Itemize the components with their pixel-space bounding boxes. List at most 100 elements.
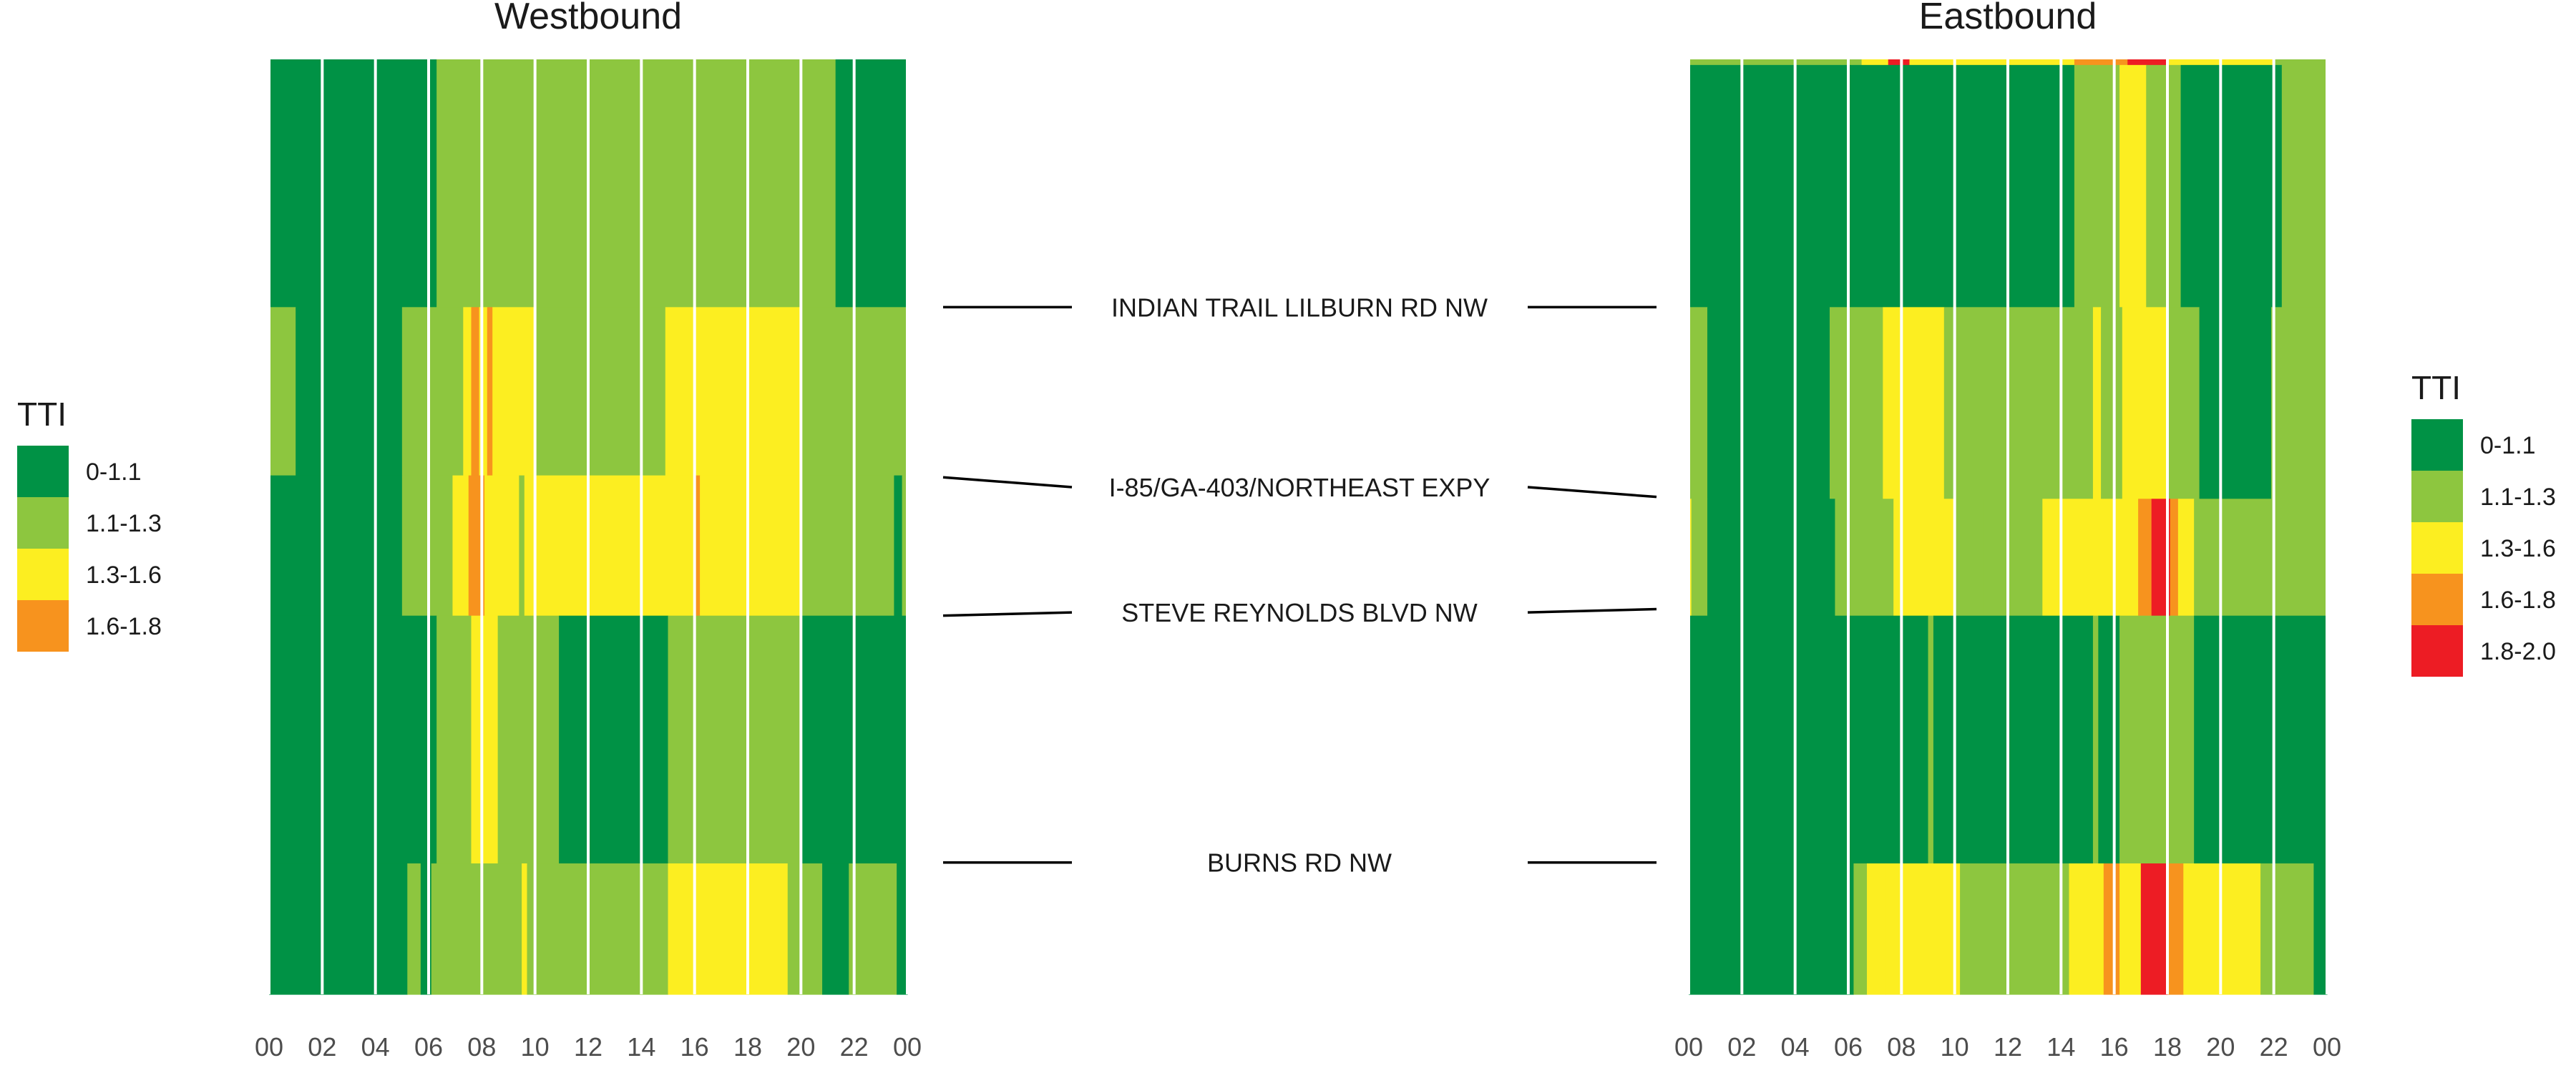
legend-swatch — [2411, 419, 2463, 471]
legend-label: 0-1.1 — [86, 459, 142, 486]
heatmap-cell — [1835, 499, 1894, 617]
road-name-label: I-85/GA-403/NORTHEAST EXPY — [1109, 473, 1491, 502]
x-tick-label: 00 — [2313, 1032, 2341, 1062]
legend-label: 1.8-2.0 — [2480, 638, 2556, 665]
legend-label: 1.3-1.6 — [86, 562, 162, 589]
x-tick-label: 04 — [1781, 1032, 1810, 1062]
x-tick-label: 08 — [1887, 1032, 1916, 1062]
heatmap-cell — [2119, 615, 2195, 864]
legend-label: 1.3-1.6 — [2480, 535, 2556, 562]
heatmap-cell — [2138, 499, 2152, 617]
heatmap-cell — [1933, 615, 2094, 864]
x-tick-label: 12 — [1994, 1032, 2022, 1062]
heatmap-cell — [2101, 307, 2123, 499]
heatmap-cell — [1883, 307, 1945, 499]
heatmap-cell — [2069, 863, 2104, 995]
x-tick-label: 18 — [2153, 1032, 2182, 1062]
legend-label: 1.6-1.8 — [2480, 587, 2556, 614]
heatmap-cell — [487, 307, 493, 476]
heatmap-cell — [2074, 64, 2120, 308]
heatmap-cell — [1888, 59, 1911, 66]
heatmap-cell — [2167, 863, 2184, 995]
legend-label: 1.6-1.8 — [86, 613, 162, 640]
heatmap-cell — [1867, 863, 1886, 995]
heatmap-cell — [2273, 59, 2328, 66]
heatmap-cell — [2092, 307, 2102, 499]
connector-line-left — [942, 611, 1073, 617]
heatmap-cell — [497, 615, 560, 864]
heatmap-cell — [2103, 863, 2120, 995]
heatmap-cell — [269, 59, 437, 308]
x-tick-label: 22 — [840, 1032, 869, 1062]
heatmap-cell — [1689, 499, 1692, 617]
heatmap-cell — [1885, 863, 1961, 995]
heatmap-cell — [492, 307, 536, 476]
heatmap-cell — [2180, 64, 2283, 308]
x-tick-label: 06 — [414, 1032, 443, 1062]
heatmap-cell — [519, 475, 525, 617]
heatmap-cell — [787, 863, 823, 995]
heatmap-cell — [1689, 863, 1855, 995]
heatmap-cell — [1909, 59, 2075, 66]
heatmap-cell — [849, 863, 897, 995]
heatmap-cell — [407, 863, 421, 995]
heatmap-cell — [2167, 307, 2200, 499]
heatmap-cell — [897, 863, 908, 995]
heatmap-cell — [559, 615, 669, 864]
heatmap-cell — [463, 307, 472, 476]
heatmap-cell — [2194, 615, 2328, 864]
x-tick-label: 00 — [1674, 1032, 1703, 1062]
heatmap-cell — [2042, 499, 2139, 617]
heatmap-cell — [1893, 499, 1956, 617]
heatmap-cell — [1984, 499, 2043, 617]
x-tick-label: 02 — [308, 1032, 336, 1062]
x-tick-label: 00 — [255, 1032, 283, 1062]
heatmap-cell — [665, 307, 801, 476]
x-tick-label: 00 — [893, 1032, 922, 1062]
legend-swatch — [2411, 522, 2463, 574]
legend-swatch — [17, 446, 69, 497]
x-tick-label: 02 — [1727, 1032, 1756, 1062]
heatmap-cell — [2127, 59, 2168, 66]
x-tick-label: 04 — [361, 1032, 390, 1062]
heatmap-cell — [1689, 307, 1708, 499]
heatmap-cell — [668, 615, 801, 864]
heatmap-cell — [822, 863, 849, 995]
heatmap-cell — [2146, 64, 2182, 308]
road-connector-labels: INDIAN TRAIL LILBURN RD NW I-85/GA-403/NO… — [942, 293, 1657, 878]
legend-label: 1.1-1.3 — [2480, 484, 2556, 511]
heatmap-cell — [1943, 307, 2094, 499]
heatmap-cell — [2098, 615, 2120, 864]
panel-westbound: Westbound 00 02 04 06 08 10 12 14 16 18 20 22 00 — [255, 0, 922, 1062]
heatmap-cell — [431, 863, 522, 995]
heatmap-cell — [835, 59, 908, 308]
heatmap-cell — [269, 615, 437, 864]
heatmap-cell — [2183, 863, 2261, 995]
x-tick-label: 20 — [786, 1032, 815, 1062]
road-name-label: STEVE REYNOLDS BLVD NW — [1121, 598, 1477, 627]
connector-line-left — [942, 476, 1073, 489]
heatmap-cell — [2140, 863, 2168, 995]
heatmap-cell — [1861, 59, 1889, 66]
x-tick-label: 08 — [467, 1032, 496, 1062]
legend-title: TTI — [2411, 369, 2461, 406]
heatmap-cell — [2092, 615, 2099, 864]
heatmap-cell — [668, 863, 789, 995]
panel-title: Westbound — [494, 0, 682, 37]
x-tick-label: 06 — [1834, 1032, 1863, 1062]
heatmap-cell — [1689, 59, 1863, 66]
heatmap-cell — [436, 615, 472, 864]
x-tick-label: 12 — [574, 1032, 602, 1062]
x-tick-label: 14 — [2046, 1032, 2075, 1062]
legend-title: TTI — [17, 396, 67, 433]
legend-eastbound: TTI 0-1.1 1.1-1.3 1.3-1.6 1.6-1.8 1.8-2.0 — [2411, 369, 2556, 677]
heatmap-cell — [436, 59, 836, 308]
x-tick-label: 10 — [521, 1032, 550, 1062]
heatmap-cell — [269, 475, 403, 617]
heatmap-cell — [2119, 64, 2147, 308]
legend-swatch — [17, 549, 69, 600]
heatmap-cell — [484, 475, 519, 617]
legend-swatch — [2411, 574, 2463, 625]
heatmap-cell — [296, 307, 403, 476]
